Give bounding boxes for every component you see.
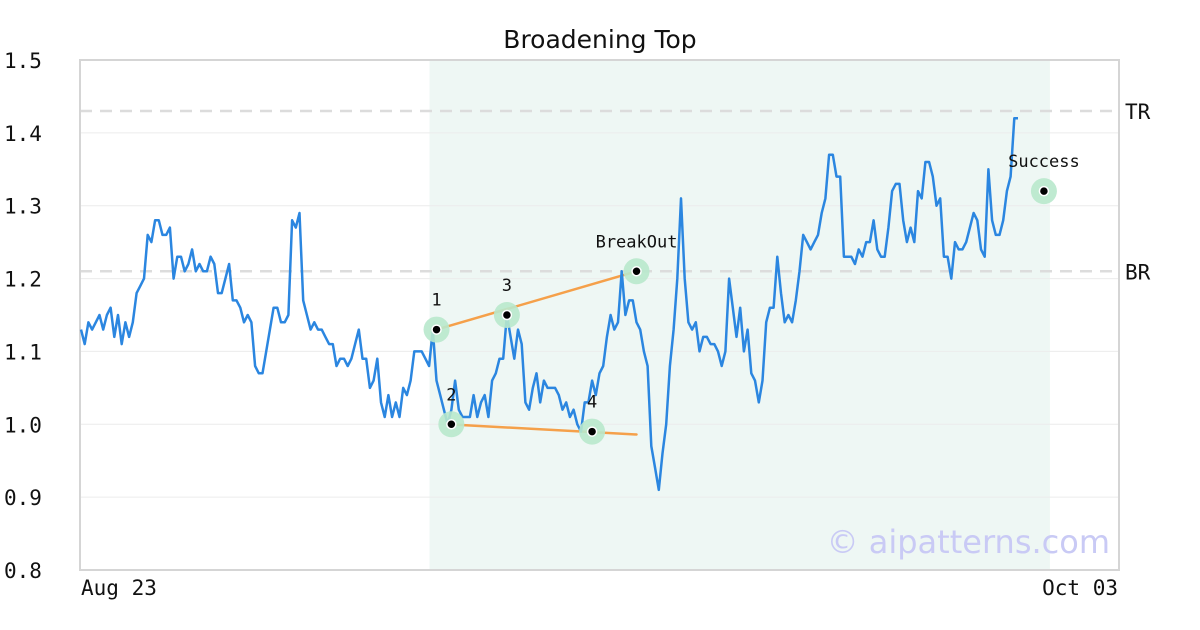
x-tick-label: Aug 23 [81,576,157,600]
trendline [446,423,638,436]
y-axis-ticks: 0.8 0.9 1.0 1.1 1.2 1.3 1.4 1.5 [4,49,42,583]
y-tick-label: 1.4 [4,122,42,146]
point-label: 1 [431,291,441,311]
point-label: BreakOut [596,232,678,252]
point-marker [501,309,513,321]
point-marker [446,419,457,430]
point-label: Success [1008,152,1080,172]
point-marker [1038,185,1050,197]
pattern-trendlines [435,270,638,436]
point-marker [431,324,442,335]
y-tick-label: 0.8 [4,559,42,583]
watermark: © aipatterns.com [827,523,1110,561]
level-label: TR [1125,100,1151,124]
x-tick-label: Oct 03 [1042,576,1118,600]
point-marker [586,426,598,437]
y-tick-label: 1.2 [4,268,42,292]
level-lines: TR BR [80,100,1151,284]
trendline [435,270,638,331]
y-tick-label: 1.5 [4,49,42,73]
level-label: BR [1125,260,1151,284]
plot-frame [79,59,1120,571]
price-series-line [79,117,1018,492]
y-tick-label: 1.0 [4,413,42,437]
point-label: 3 [502,276,512,296]
point-label: 4 [587,393,597,413]
point-label: 2 [446,385,456,405]
point-marker [631,266,642,277]
chart-title: Broadening Top [503,25,696,54]
y-tick-label: 1.3 [4,195,42,219]
x-axis-ticks: Aug 23 Oct 03 [81,576,1118,600]
y-tick-label: 0.9 [4,486,42,510]
y-tick-label: 1.1 [4,340,42,364]
pattern-points: 1 2 3 4 BreakOut Success [423,152,1080,445]
